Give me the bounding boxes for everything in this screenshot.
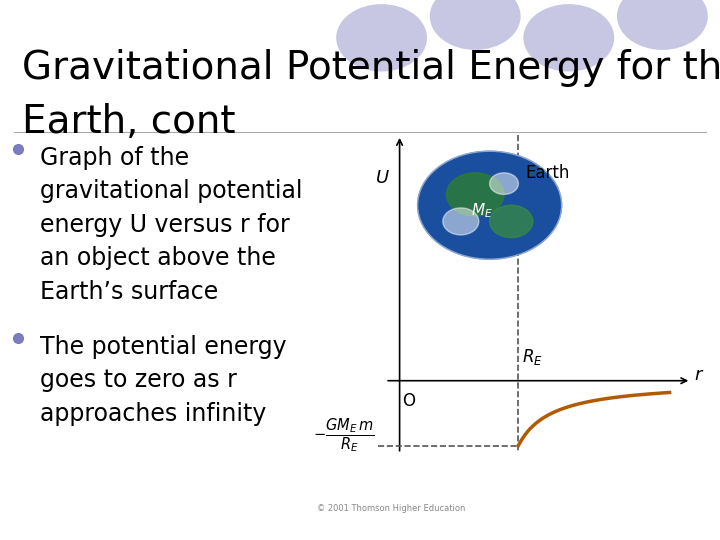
Circle shape: [446, 173, 504, 216]
Text: goes to zero as r: goes to zero as r: [40, 368, 236, 392]
Circle shape: [616, 0, 709, 51]
Text: The potential energy: The potential energy: [40, 335, 287, 359]
Text: r: r: [695, 366, 702, 384]
Circle shape: [428, 0, 522, 51]
Text: $R_E$: $R_E$: [522, 347, 543, 367]
Circle shape: [490, 173, 518, 194]
Circle shape: [490, 205, 533, 238]
Text: © 2001 Thomson Higher Education: © 2001 Thomson Higher Education: [317, 504, 465, 513]
Circle shape: [418, 151, 562, 259]
Text: $-\dfrac{GM_E\,m}{R_E}$: $-\dfrac{GM_E\,m}{R_E}$: [312, 416, 374, 454]
Text: an object above the: an object above the: [40, 246, 276, 270]
Text: Gravitational Potential Energy for the: Gravitational Potential Energy for the: [22, 49, 720, 86]
Text: O: O: [402, 392, 415, 409]
Text: Earth: Earth: [526, 164, 570, 182]
Text: Earth, cont: Earth, cont: [22, 103, 235, 140]
Circle shape: [335, 3, 428, 73]
Text: energy U versus r for: energy U versus r for: [40, 213, 289, 237]
Text: Graph of the: Graph of the: [40, 146, 189, 170]
Circle shape: [522, 3, 616, 73]
Text: U: U: [376, 169, 389, 187]
Text: Earth’s surface: Earth’s surface: [40, 280, 218, 303]
Text: gravitational potential: gravitational potential: [40, 179, 302, 203]
Text: approaches infinity: approaches infinity: [40, 402, 266, 426]
Circle shape: [443, 208, 479, 235]
Text: $M_E$: $M_E$: [472, 201, 493, 220]
